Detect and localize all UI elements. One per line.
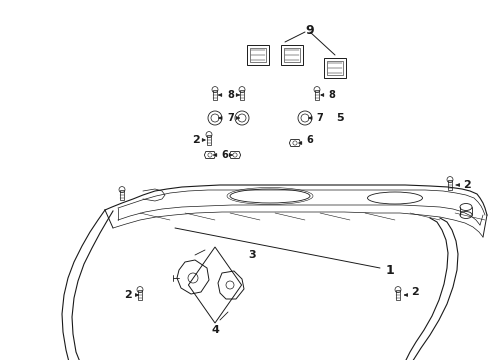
Text: 2: 2	[124, 290, 132, 300]
Bar	[326, 61, 342, 75]
Text: 5: 5	[336, 113, 343, 123]
Text: 7: 7	[227, 113, 234, 123]
Text: 2: 2	[462, 180, 470, 190]
Text: 6: 6	[221, 150, 228, 160]
Bar	[447, 180, 451, 190]
Text: 2: 2	[410, 287, 418, 297]
Text: 6: 6	[306, 135, 313, 145]
Bar	[324, 58, 346, 78]
Bar	[284, 48, 299, 62]
Bar	[120, 190, 124, 200]
Text: 9: 9	[305, 23, 314, 36]
Bar	[314, 90, 319, 100]
Text: 8: 8	[328, 90, 335, 100]
Bar	[281, 45, 303, 65]
Bar	[249, 48, 265, 62]
Text: 3: 3	[248, 250, 255, 260]
Text: 1: 1	[385, 264, 393, 276]
Text: 7: 7	[316, 113, 323, 123]
Text: 8: 8	[227, 90, 234, 100]
Bar	[246, 45, 268, 65]
Bar	[137, 290, 142, 300]
Bar	[206, 135, 211, 145]
Bar	[212, 90, 217, 100]
Bar	[239, 90, 244, 100]
Bar	[395, 290, 400, 300]
Text: 4: 4	[211, 325, 219, 335]
Text: 2: 2	[192, 135, 200, 145]
